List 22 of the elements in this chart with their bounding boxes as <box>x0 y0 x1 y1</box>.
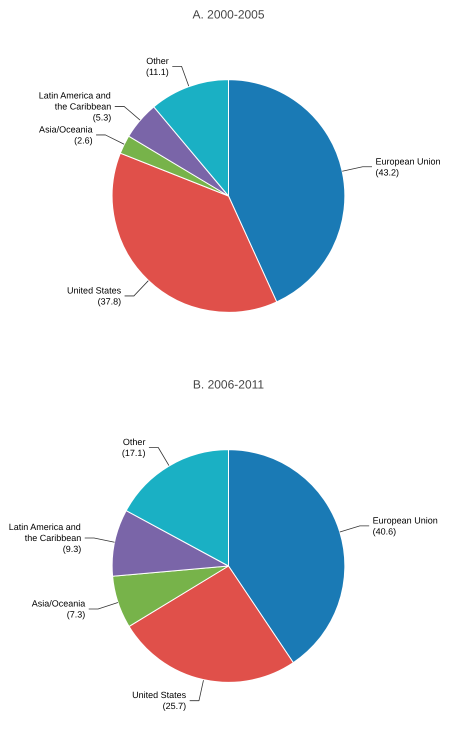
slice-label: Latin America and the Caribbean <box>38 90 112 112</box>
data-label: (17.1) <box>122 448 146 458</box>
data-label: (43.2) <box>375 167 399 178</box>
data-label: (2.6) <box>74 135 93 146</box>
slice-label: Latin America and the Caribbean <box>8 522 82 544</box>
slice-label: Asia/Oceania <box>32 598 86 609</box>
data-label: (7.3) <box>66 610 86 620</box>
chart-title: B. 2006-2011 <box>192 378 264 392</box>
chart-title: A. 2000-2005 <box>192 8 265 22</box>
slice-label: European Union <box>375 156 441 166</box>
data-label: (5.3) <box>92 112 112 122</box>
data-label: (11.1) <box>146 66 169 77</box>
slice-label: Asia/Oceania <box>39 124 93 134</box>
slice-label: Other <box>122 436 146 447</box>
slice-label: Other <box>146 56 169 66</box>
data-label: (9.3) <box>62 544 82 554</box>
data-label: (37.8) <box>98 296 122 306</box>
slice-label: European Union <box>372 515 438 526</box>
slice-label: United States <box>67 285 122 296</box>
data-label: (40.6) <box>372 526 396 536</box>
slice-label: United States <box>132 690 187 700</box>
data-label: (25.7) <box>162 701 186 712</box>
